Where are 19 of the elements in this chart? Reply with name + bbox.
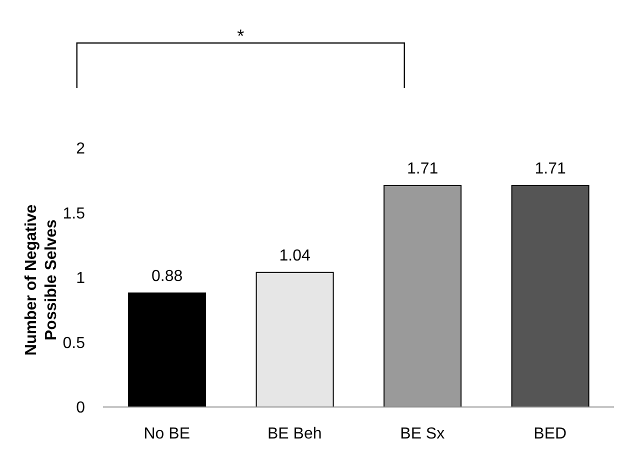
bar — [384, 185, 462, 407]
bar — [256, 272, 334, 407]
data-label: 1.71 — [534, 160, 566, 178]
x-tick-label: BE Sx — [400, 425, 445, 442]
x-tick-label: BED — [534, 425, 567, 442]
x-tick-label: No BE — [144, 425, 190, 442]
y-tick-label: 1.5 — [62, 205, 86, 222]
data-label: 0.88 — [151, 268, 183, 286]
bar — [128, 292, 206, 407]
y-tick-label: 0 — [76, 400, 86, 417]
x-tick-label: BE Beh — [267, 425, 322, 442]
y-tick-label: 1 — [76, 270, 86, 288]
text: * — [237, 26, 244, 46]
data-label: 1.71 — [406, 160, 438, 178]
bar — [511, 185, 590, 407]
y-axis-title: Number of Negative Possible Selves — [23, 204, 60, 356]
y-tick-label: 2 — [76, 140, 86, 158]
data-label: 1.04 — [279, 247, 310, 264]
y-tick-label: 0.5 — [62, 334, 86, 352]
